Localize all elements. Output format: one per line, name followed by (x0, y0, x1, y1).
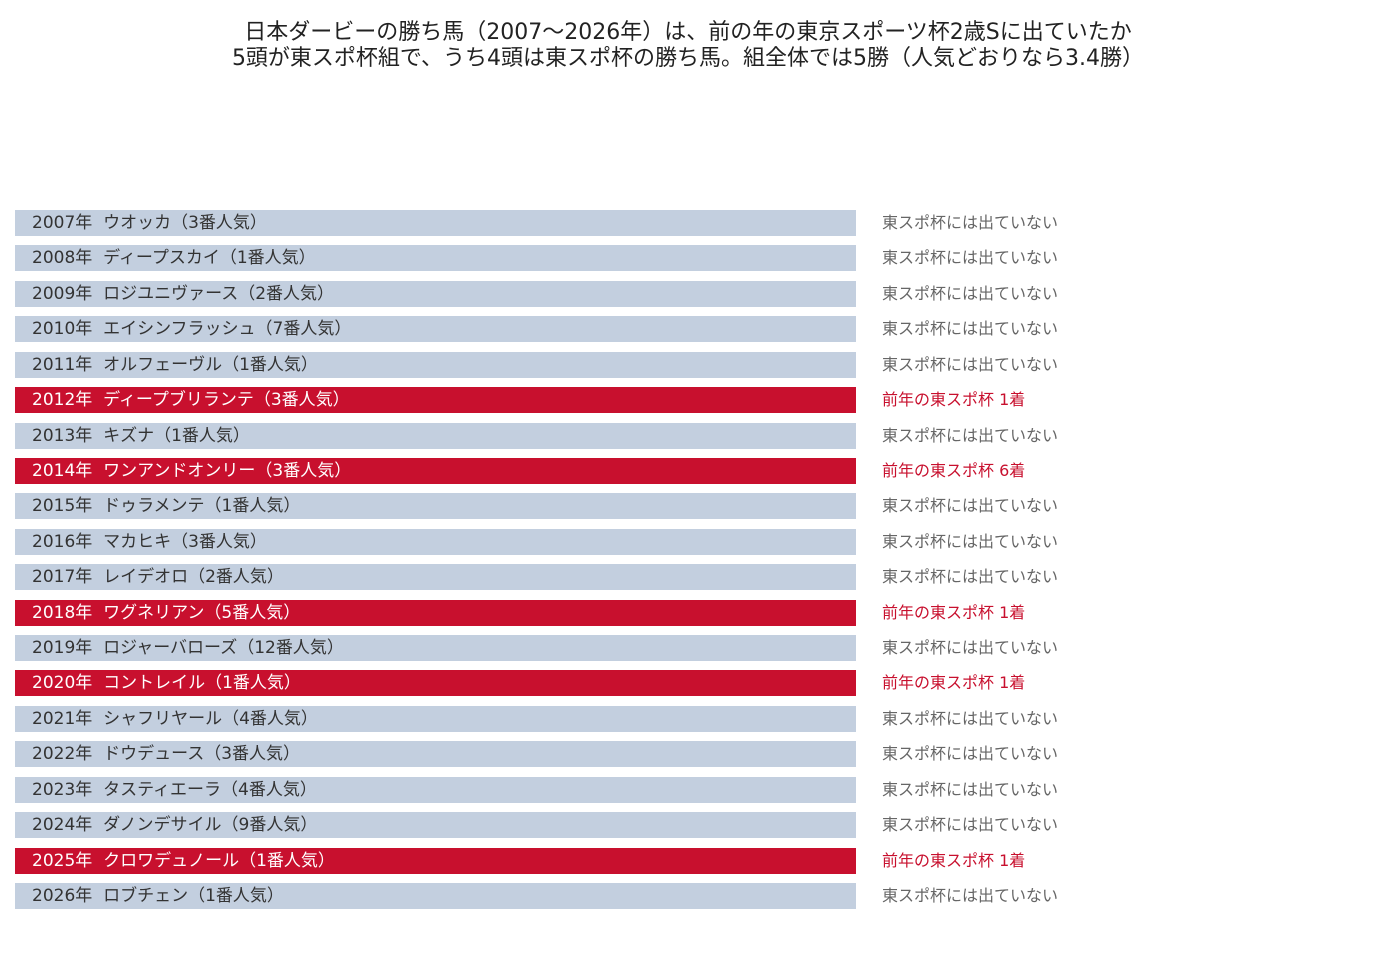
row: 2019年 ロジャーバローズ（12番人気） 東スポ杯には出ていない (0, 635, 1376, 662)
row-note: 東スポ杯には出ていない (882, 354, 1059, 374)
row-note: 前年の東スポ杯 6着 (882, 460, 1026, 480)
row-label: 2017年 レイデオロ（2番人気） (32, 567, 284, 588)
bar (15, 705, 856, 732)
bar (15, 280, 856, 307)
bar (15, 812, 856, 839)
row: 2022年 ドウデュース（3番人気） 東スポ杯には出ていない (0, 741, 1376, 768)
row-note: 東スポ杯には出ていない (882, 708, 1059, 728)
row-note: 東スポ杯には出ていない (882, 885, 1059, 905)
bar (15, 599, 856, 626)
row-label: 2014年 ワンアンドオンリー（3番人気） (32, 460, 352, 481)
row-label: 2026年 ロブチェン（1番人気） (32, 885, 284, 906)
row: 2025年 クロワデュノール（1番人気） 前年の東スポ杯 1着 (0, 847, 1376, 874)
row-note: 東スポ杯には出ていない (882, 638, 1059, 658)
row: 2016年 マカヒキ（3番人気） 東スポ杯には出ていない (0, 528, 1376, 555)
row-label: 2008年 ディープスカイ（1番人気） (32, 248, 316, 269)
row-label: 2025年 クロワデュノール（1番人気） (32, 850, 335, 871)
bar (15, 670, 856, 697)
row-label: 2009年 ロジユニヴァース（2番人気） (32, 283, 335, 304)
bar (15, 210, 856, 236)
row-label: 2012年 ディープブリランテ（3番人気） (32, 390, 350, 411)
row: 2013年 キズナ（1番人気） 東スポ杯には出ていない (0, 422, 1376, 449)
row: 2020年 コントレイル（1番人気） 前年の東スポ杯 1着 (0, 670, 1376, 697)
row-note: 東スポ杯には出ていない (882, 425, 1059, 445)
bar (15, 847, 856, 874)
row-note: 東スポ杯には出ていない (882, 319, 1059, 339)
row-note: 東スポ杯には出ていない (882, 779, 1059, 799)
bar (15, 635, 856, 662)
row: 2015年 ドゥラメンテ（1番人気） 東スポ杯には出ていない (0, 493, 1376, 520)
row: 2007年 ウオッカ（3番人気） 東スポ杯には出ていない (0, 210, 1376, 236)
row: 2012年 ディープブリランテ（3番人気） 前年の東スポ杯 1着 (0, 387, 1376, 414)
row-note: 前年の東スポ杯 1着 (882, 673, 1026, 693)
row: 2026年 ロブチェン（1番人気） 東スポ杯には出ていない (0, 882, 1376, 909)
row-label: 2010年 エイシンフラッシュ（7番人気） (32, 319, 352, 340)
subtitle: 5頭が東スポ杯組で、うち4頭は東スポ杯の勝ち馬。組全体では5勝（人気どおりなら3… (231, 46, 1145, 71)
row-label: 2021年 シャフリヤール（4番人気） (32, 708, 318, 729)
row: 2008年 ディープスカイ（1番人気） 東スポ杯には出ていない (0, 245, 1376, 272)
row-label: 2016年 マカヒキ（3番人気） (32, 531, 267, 552)
bar (15, 528, 856, 555)
row: 2014年 ワンアンドオンリー（3番人気） 前年の東スポ杯 6着 (0, 457, 1376, 484)
bar (15, 457, 856, 484)
row-note: 東スポ杯には出ていない (882, 531, 1059, 551)
bar (15, 387, 856, 414)
row-note: 東スポ杯には出ていない (882, 248, 1059, 268)
row-label: 2015年 ドゥラメンテ（1番人気） (32, 496, 301, 517)
bar (15, 493, 856, 520)
bar (15, 316, 856, 343)
row-label: 2024年 ダノンデサイル（9番人気） (32, 815, 318, 836)
row-note: 東スポ杯には出ていない (882, 815, 1059, 835)
row-label: 2013年 キズナ（1番人気） (32, 425, 250, 446)
row-note: 前年の東スポ杯 1着 (882, 850, 1026, 870)
row: 2023年 タスティエーラ（4番人気） 東スポ杯には出ていない (0, 776, 1376, 803)
bar (15, 776, 856, 803)
row-note: 前年の東スポ杯 1着 (882, 390, 1026, 410)
bar (15, 351, 856, 378)
row: 2021年 シャフリヤール（4番人気） 東スポ杯には出ていない (0, 705, 1376, 732)
row-label: 2007年 ウオッカ（3番人気） (32, 213, 267, 233)
row-note: 東スポ杯には出ていない (882, 744, 1059, 764)
row-note: 前年の東スポ杯 1着 (882, 602, 1026, 622)
row-note: 東スポ杯には出ていない (882, 567, 1059, 587)
row: 2017年 レイデオロ（2番人気） 東スポ杯には出ていない (0, 564, 1376, 591)
bar (15, 741, 856, 768)
row-label: 2020年 コントレイル（1番人気） (32, 673, 301, 694)
row-note: 東スポ杯には出ていない (882, 283, 1059, 303)
bar (15, 882, 856, 909)
row-label: 2022年 ドウデュース（3番人気） (32, 744, 301, 765)
row-note: 東スポ杯には出ていない (882, 213, 1059, 232)
row-label: 2019年 ロジャーバローズ（12番人気） (32, 638, 344, 659)
row: 2018年 ワグネリアン（5番人気） 前年の東スポ杯 1着 (0, 599, 1376, 626)
row: 2009年 ロジユニヴァース（2番人気） 東スポ杯には出ていない (0, 280, 1376, 307)
row: 2011年 オルフェーヴル（1番人気） 東スポ杯には出ていない (0, 351, 1376, 378)
row: 2010年 エイシンフラッシュ（7番人気） 東スポ杯には出ていない (0, 316, 1376, 343)
row-label: 2018年 ワグネリアン（5番人気） (32, 602, 301, 623)
row: 2024年 ダノンデサイル（9番人気） 東スポ杯には出ていない (0, 812, 1376, 839)
title: 日本ダービーの勝ち馬（2007〜2026年）は、前の年の東京スポーツ杯2歳Sに出… (244, 20, 1132, 45)
bar (15, 245, 856, 272)
bar (15, 564, 856, 591)
row-note: 東スポ杯には出ていない (882, 496, 1059, 516)
bar (15, 422, 856, 449)
row-label: 2011年 オルフェーヴル（1番人気） (32, 354, 318, 375)
row-label: 2023年 タスティエーラ（4番人気） (32, 779, 317, 800)
